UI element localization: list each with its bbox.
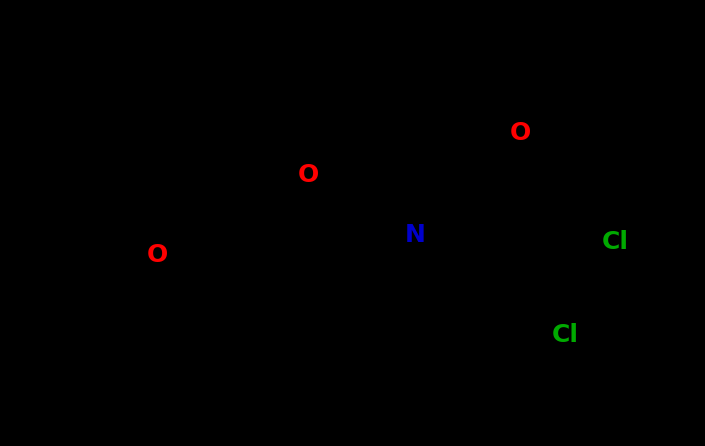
Text: Cl: Cl (601, 230, 628, 254)
Text: O: O (147, 243, 168, 267)
Text: Cl: Cl (551, 323, 579, 347)
Text: N: N (405, 223, 425, 247)
Text: O: O (298, 163, 319, 187)
Text: O: O (510, 121, 531, 145)
